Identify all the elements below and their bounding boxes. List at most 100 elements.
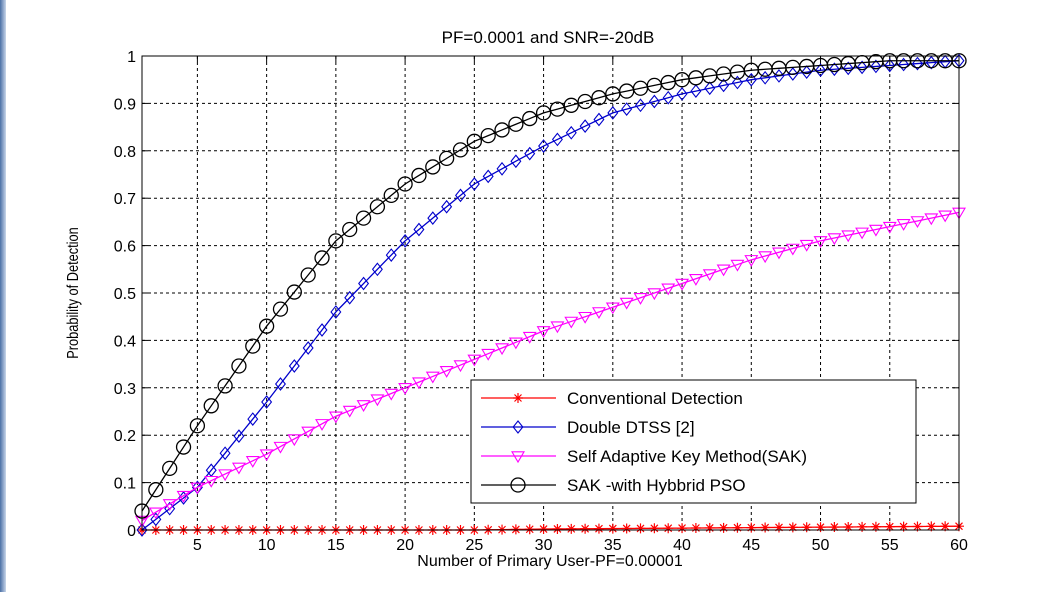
legend-label: Double DTSS [2] <box>567 418 695 437</box>
circle-marker <box>510 477 526 493</box>
circle-marker <box>425 159 441 175</box>
diamond-marker <box>427 211 439 225</box>
triangle-marker <box>259 449 274 462</box>
circle-marker <box>452 142 469 158</box>
star-marker <box>801 522 812 533</box>
triangle-marker <box>245 456 260 468</box>
diamond-marker <box>718 78 730 93</box>
diamond-marker <box>413 222 425 237</box>
circle-marker <box>272 301 289 317</box>
circle-marker <box>508 116 524 132</box>
circle-marker <box>342 221 358 238</box>
triangle-marker <box>730 259 745 272</box>
diamond-marker <box>856 60 868 75</box>
triangle-marker <box>896 219 911 231</box>
x-tick-label: 60 <box>950 537 968 554</box>
legend: Conventional Detection Double DTSS [2] Sel… <box>470 379 917 504</box>
triangle-marker <box>924 213 939 226</box>
triangle-marker <box>841 230 856 243</box>
diamond-marker <box>150 512 162 527</box>
star-marker <box>732 522 743 533</box>
legend-entry: Conventional Detection <box>481 389 743 408</box>
y-tick-label: 0.6 <box>114 239 136 256</box>
triangle-marker <box>619 297 634 310</box>
diamond-marker <box>579 119 591 134</box>
diamond-marker <box>704 81 716 96</box>
star-marker <box>635 523 646 534</box>
y-tick-label: 0 <box>127 523 136 540</box>
legend-label: Self Adaptive Key Method(SAK) <box>567 447 807 466</box>
triangle-marker <box>439 365 454 378</box>
x-tick-label: 45 <box>742 537 760 554</box>
star-marker <box>677 523 688 534</box>
diamond-marker <box>288 359 300 373</box>
star-marker <box>773 522 784 533</box>
triangle-marker <box>287 434 302 447</box>
triangle-marker <box>827 233 842 246</box>
legend-entry: Double DTSS [2] <box>481 418 695 437</box>
diamond-marker <box>787 67 799 81</box>
y-tick-label: 0.3 <box>114 381 136 398</box>
series-sak-with-hybbrid-pso <box>134 53 967 519</box>
diamond-marker <box>496 161 508 176</box>
x-tick-label: 50 <box>812 537 830 554</box>
circle-marker <box>314 250 330 266</box>
star-marker <box>538 524 549 535</box>
y-tick-label: 0.9 <box>114 96 136 113</box>
circle-marker <box>300 267 316 283</box>
triangle-marker <box>578 311 593 324</box>
triangle-marker <box>356 400 371 412</box>
diamond-marker <box>648 94 660 109</box>
circle-marker <box>231 358 247 374</box>
triangle-marker <box>370 394 385 407</box>
star-marker <box>884 521 895 532</box>
triangle-marker <box>218 469 233 482</box>
circle-marker <box>369 199 386 215</box>
star-marker <box>649 523 660 534</box>
triangle-marker <box>231 462 246 475</box>
x-tick-label: 10 <box>258 537 276 554</box>
triangle-marker <box>592 307 606 320</box>
x-tick-label: 35 <box>604 537 622 554</box>
triangle-marker <box>564 316 579 329</box>
star-marker <box>524 524 535 535</box>
circle-marker <box>258 318 275 334</box>
triangle-marker <box>467 354 482 367</box>
legend-entry: Self Adaptive Key Method(SAK) <box>481 447 807 466</box>
circle-marker <box>411 167 427 184</box>
star-marker <box>898 521 909 532</box>
star-marker <box>843 521 854 532</box>
circle-marker <box>438 150 455 167</box>
y-axis-label: Probability of Detection <box>65 227 83 358</box>
diamond-marker <box>219 446 231 461</box>
circle-marker <box>563 97 579 113</box>
triangle-marker <box>633 292 648 305</box>
triangle-marker <box>688 274 703 286</box>
diamond-marker <box>870 59 882 74</box>
circle-marker <box>217 378 233 394</box>
triangle-marker <box>522 331 537 344</box>
diamond-marker <box>441 199 453 214</box>
diamond-marker <box>399 233 411 248</box>
star-marker <box>940 521 951 532</box>
circle-marker <box>355 210 372 226</box>
star-marker <box>663 523 674 534</box>
star-marker <box>593 523 604 534</box>
y-tick-label: 0.1 <box>114 476 136 493</box>
circle-marker <box>577 93 593 110</box>
diamond-marker <box>538 139 550 153</box>
triangle-marker <box>425 371 440 384</box>
star-marker <box>718 522 729 533</box>
x-tick-label: 25 <box>465 537 483 554</box>
triangle-marker <box>204 475 219 488</box>
circle-marker <box>328 233 344 249</box>
y-tick-label: 0.8 <box>114 144 136 161</box>
diamond-marker <box>828 62 840 77</box>
diamond-marker <box>344 290 356 305</box>
diamond-marker <box>565 125 577 140</box>
diamond-marker <box>261 395 273 409</box>
legend-box <box>470 379 917 504</box>
circle-marker <box>286 284 302 300</box>
